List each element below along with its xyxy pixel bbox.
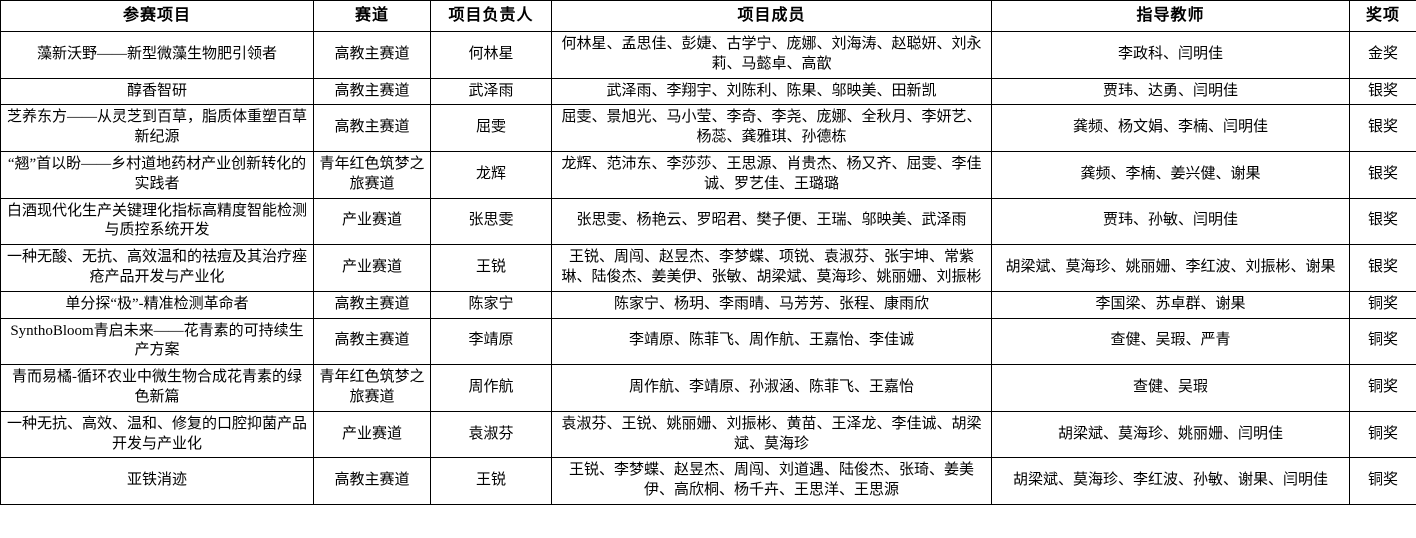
cell-track: 产业赛道 — [313, 244, 431, 292]
cell-leader: 屈雯 — [430, 104, 552, 152]
cell-project: 白酒现代化生产关键理化指标高精度智能检测与质控系统开发 — [0, 197, 314, 246]
cell-project: 醇香智研 — [0, 77, 314, 106]
cell-track: 高教主赛道 — [313, 457, 431, 505]
cell-award: 铜奖 — [1349, 410, 1416, 459]
cell-leader: 王锐 — [430, 244, 552, 292]
header-row: 参赛项目 赛道 项目负责人 项目成员 指导教师 奖项 — [0, 0, 1416, 32]
cell-award: 金奖 — [1349, 31, 1416, 79]
cell-members: 王锐、李梦蝶、赵昱杰、周闯、刘道遇、陆俊杰、张琦、姜美伊、高欣桐、杨千卉、王思洋… — [551, 457, 992, 505]
cell-project: 青而易橘-循环农业中微生物合成花青素的绿色新篇 — [0, 364, 314, 412]
cell-track: 高教主赛道 — [313, 31, 431, 79]
column-header-leader: 项目负责人 — [430, 0, 552, 32]
cell-track: 产业赛道 — [313, 197, 431, 246]
table-row: 藻新沃野——新型微藻生物肥引领者 高教主赛道 何林星 何林星、孟思佳、彭婕、古学… — [0, 31, 1416, 79]
cell-award: 银奖 — [1349, 244, 1416, 292]
table-row: 芝养东方——从灵芝到百草，脂质体重塑百草新纪源 高教主赛道 屈雯 屈雯、景旭光、… — [0, 104, 1416, 152]
cell-members: 何林星、孟思佳、彭婕、古学宁、庞娜、刘海涛、赵聪妍、刘永莉、马懿卓、高歆 — [551, 31, 992, 79]
cell-track: 青年红色筑梦之旅赛道 — [313, 364, 431, 412]
column-header-members: 项目成员 — [551, 0, 992, 32]
cell-members: 王锐、周闯、赵昱杰、李梦蝶、项锐、袁淑芬、张宇坤、常紫琳、陆俊杰、姜美伊、张敏、… — [551, 244, 992, 292]
cell-teachers: 胡梁斌、莫海珍、姚丽姗、闫明佳 — [991, 410, 1350, 459]
column-header-teachers: 指导教师 — [991, 0, 1350, 32]
cell-members: 龙辉、范沛东、李莎莎、王思源、肖贵杰、杨又齐、屈雯、李佳诚、罗艺佳、王璐璐 — [551, 150, 992, 199]
cell-leader: 周作航 — [430, 364, 552, 412]
cell-award: 银奖 — [1349, 150, 1416, 199]
cell-teachers: 贾玮、达勇、闫明佳 — [991, 77, 1350, 106]
cell-teachers: 龚频、杨文娟、李楠、闫明佳 — [991, 104, 1350, 152]
cell-members: 屈雯、景旭光、马小莹、李奇、李尧、庞娜、全秋月、李妍艺、杨蕊、龚雅琪、孙德栋 — [551, 104, 992, 152]
cell-members: 周作航、李靖原、孙淑涵、陈菲飞、王嘉怡 — [551, 364, 992, 412]
cell-leader: 武泽雨 — [430, 77, 552, 106]
table-row: “翘”首以盼——乡村道地药材产业创新转化的实践者 青年红色筑梦之旅赛道 龙辉 龙… — [0, 150, 1416, 199]
cell-leader: 陈家宁 — [430, 290, 552, 319]
cell-project: SynthoBloom青启未来——花青素的可持续生产方案 — [0, 317, 314, 366]
cell-members: 袁淑芬、王锐、姚丽姗、刘振彬、黄苗、王泽龙、李佳诚、胡梁斌、莫海珍 — [551, 410, 992, 459]
cell-track: 青年红色筑梦之旅赛道 — [313, 150, 431, 199]
cell-award: 铜奖 — [1349, 457, 1416, 505]
table-header: 参赛项目 赛道 项目负责人 项目成员 指导教师 奖项 — [0, 0, 1416, 32]
cell-teachers: 李国梁、苏卓群、谢果 — [991, 290, 1350, 319]
cell-members: 张思雯、杨艳云、罗昭君、樊子便、王瑞、邬映美、武泽雨 — [551, 197, 992, 246]
cell-track: 产业赛道 — [313, 410, 431, 459]
table-body: 藻新沃野——新型微藻生物肥引领者 高教主赛道 何林星 何林星、孟思佳、彭婕、古学… — [0, 31, 1416, 505]
cell-project: 一种无抗、高效、温和、修复的口腔抑菌产品开发与产业化 — [0, 410, 314, 459]
cell-project: 芝养东方——从灵芝到百草，脂质体重塑百草新纪源 — [0, 104, 314, 152]
cell-track: 高教主赛道 — [313, 104, 431, 152]
cell-award: 铜奖 — [1349, 290, 1416, 319]
cell-leader: 王锐 — [430, 457, 552, 505]
table-row: SynthoBloom青启未来——花青素的可持续生产方案 高教主赛道 李靖原 李… — [0, 317, 1416, 366]
cell-teachers: 胡梁斌、莫海珍、姚丽姗、李红波、刘振彬、谢果 — [991, 244, 1350, 292]
table-row: 一种无酸、无抗、高效温和的祛痘及其治疗痤疮产品开发与产业化 产业赛道 王锐 王锐… — [0, 244, 1416, 292]
cell-leader: 何林星 — [430, 31, 552, 79]
table-row: 亚铁消迹 高教主赛道 王锐 王锐、李梦蝶、赵昱杰、周闯、刘道遇、陆俊杰、张琦、姜… — [0, 457, 1416, 505]
cell-leader: 龙辉 — [430, 150, 552, 199]
cell-members: 武泽雨、李翔宇、刘陈利、陈果、邬映美、田新凯 — [551, 77, 992, 106]
competition-awards-table: 参赛项目 赛道 项目负责人 项目成员 指导教师 奖项 藻新沃野——新型微藻生物肥… — [0, 0, 1416, 505]
cell-project: 亚铁消迹 — [0, 457, 314, 505]
cell-track: 高教主赛道 — [313, 77, 431, 106]
cell-members: 李靖原、陈菲飞、周作航、王嘉怡、李佳诚 — [551, 317, 992, 366]
cell-award: 银奖 — [1349, 197, 1416, 246]
cell-leader: 李靖原 — [430, 317, 552, 366]
cell-award: 铜奖 — [1349, 317, 1416, 366]
column-header-award: 奖项 — [1349, 0, 1416, 32]
cell-award: 银奖 — [1349, 104, 1416, 152]
column-header-track: 赛道 — [313, 0, 431, 32]
cell-members: 陈家宁、杨玥、李雨晴、马芳芳、张程、康雨欣 — [551, 290, 992, 319]
cell-leader: 袁淑芬 — [430, 410, 552, 459]
table-row: 单分探“极”-精准检测革命者 高教主赛道 陈家宁 陈家宁、杨玥、李雨晴、马芳芳、… — [0, 290, 1416, 319]
cell-project: 藻新沃野——新型微藻生物肥引领者 — [0, 31, 314, 79]
cell-track: 高教主赛道 — [313, 317, 431, 366]
cell-track: 高教主赛道 — [313, 290, 431, 319]
cell-award: 铜奖 — [1349, 364, 1416, 412]
cell-teachers: 胡梁斌、莫海珍、李红波、孙敏、谢果、闫明佳 — [991, 457, 1350, 505]
cell-project: 一种无酸、无抗、高效温和的祛痘及其治疗痤疮产品开发与产业化 — [0, 244, 314, 292]
table-row: 青而易橘-循环农业中微生物合成花青素的绿色新篇 青年红色筑梦之旅赛道 周作航 周… — [0, 364, 1416, 412]
cell-teachers: 查健、吴瑕 — [991, 364, 1350, 412]
cell-teachers: 查健、吴瑕、严青 — [991, 317, 1350, 366]
table-row: 醇香智研 高教主赛道 武泽雨 武泽雨、李翔宇、刘陈利、陈果、邬映美、田新凯 贾玮… — [0, 77, 1416, 106]
column-header-project: 参赛项目 — [0, 0, 314, 32]
table-row: 白酒现代化生产关键理化指标高精度智能检测与质控系统开发 产业赛道 张思雯 张思雯… — [0, 197, 1416, 246]
cell-project: “翘”首以盼——乡村道地药材产业创新转化的实践者 — [0, 150, 314, 199]
cell-project: 单分探“极”-精准检测革命者 — [0, 290, 314, 319]
cell-teachers: 龚频、李楠、姜兴健、谢果 — [991, 150, 1350, 199]
cell-award: 银奖 — [1349, 77, 1416, 106]
cell-leader: 张思雯 — [430, 197, 552, 246]
table-row: 一种无抗、高效、温和、修复的口腔抑菌产品开发与产业化 产业赛道 袁淑芬 袁淑芬、… — [0, 410, 1416, 459]
cell-teachers: 李政科、闫明佳 — [991, 31, 1350, 79]
cell-teachers: 贾玮、孙敏、闫明佳 — [991, 197, 1350, 246]
